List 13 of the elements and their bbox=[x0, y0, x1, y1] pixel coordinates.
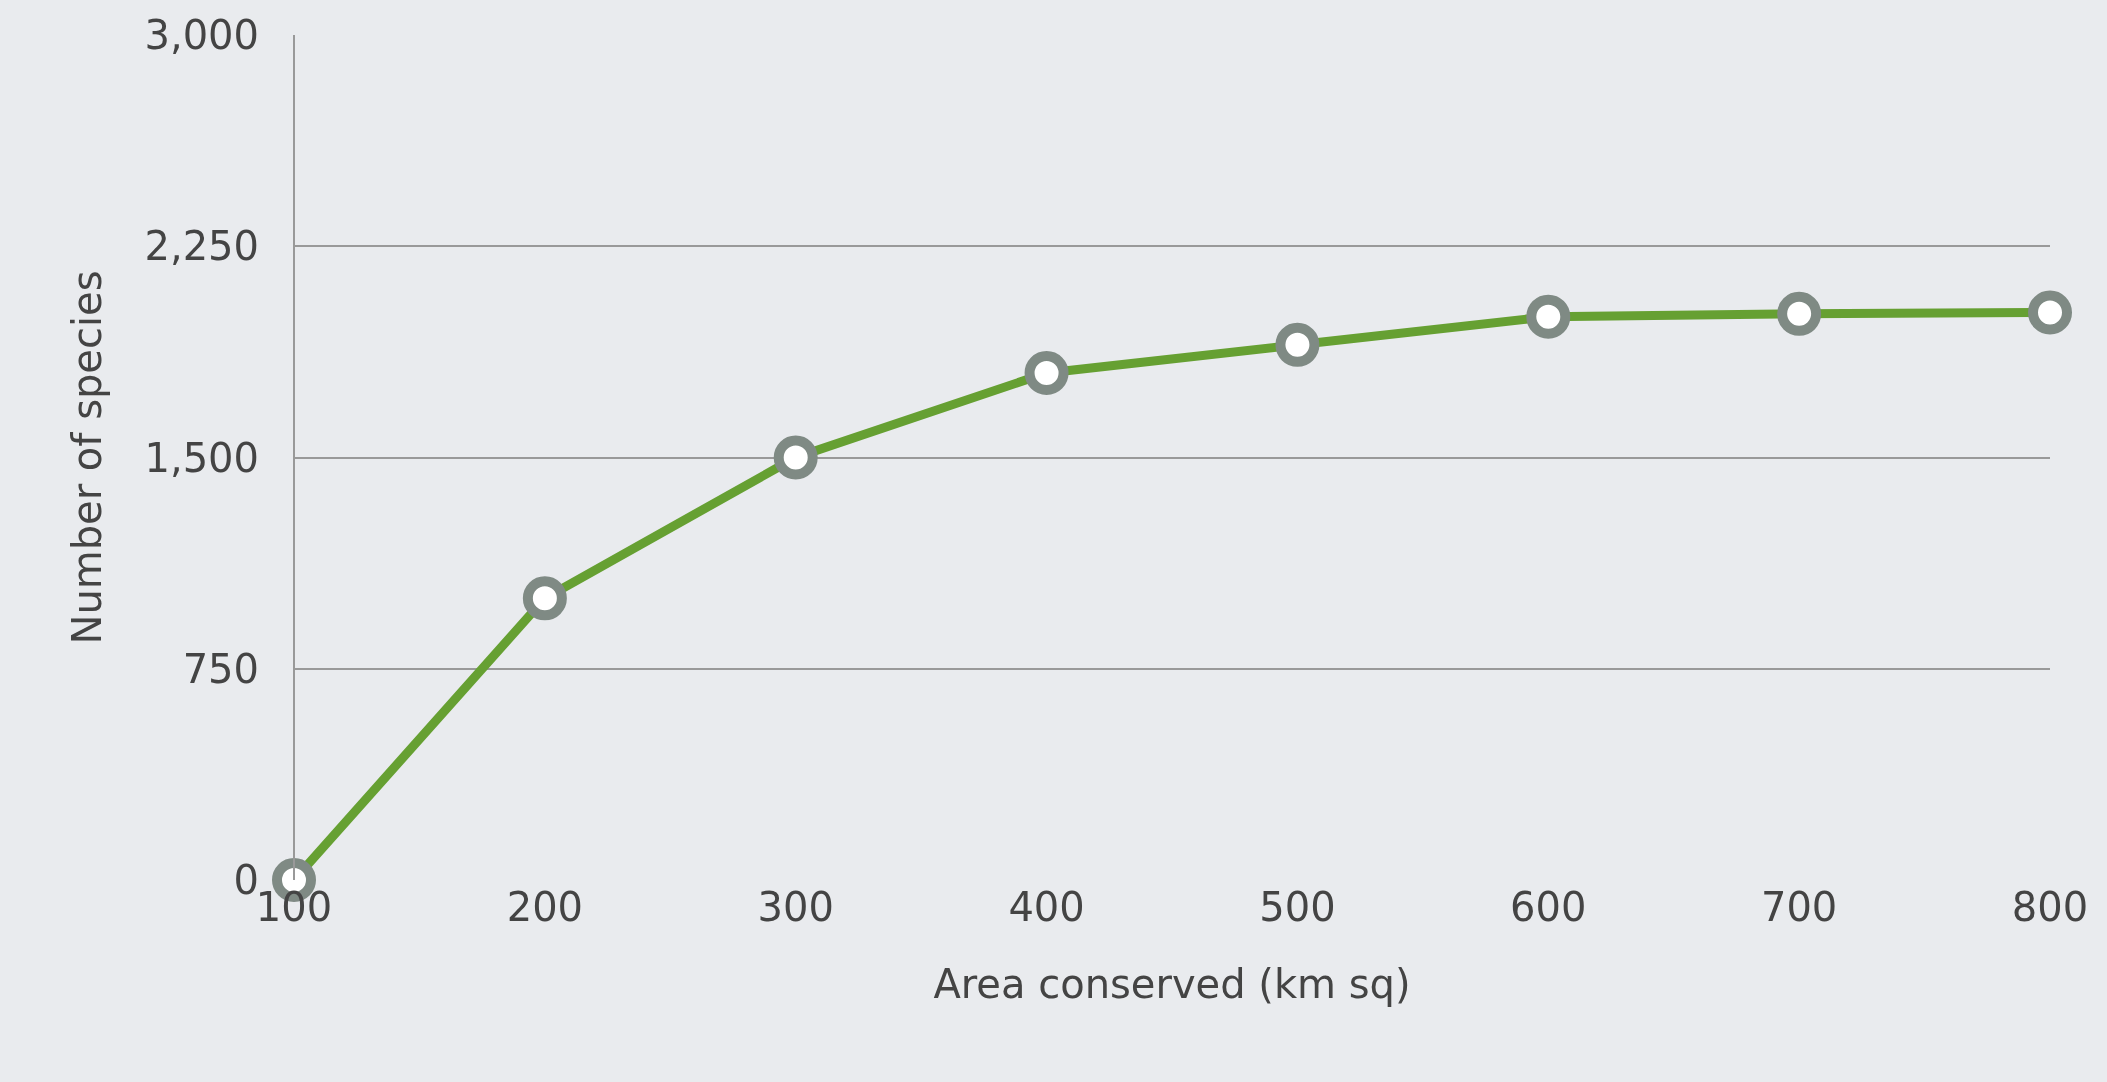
x-tick-label: 200 bbox=[506, 884, 584, 930]
x-tick-label: 600 bbox=[1510, 884, 1587, 930]
y-tick-label: 2,250 bbox=[144, 223, 259, 270]
y-axis-title: Number of species bbox=[63, 270, 110, 645]
x-tick-label: 400 bbox=[1008, 884, 1085, 930]
y-tick-label: 3,000 bbox=[144, 12, 259, 58]
x-tick-label: 800 bbox=[2011, 884, 2089, 930]
y-tick-label: 750 bbox=[182, 645, 259, 692]
x-tick-label: 500 bbox=[1259, 884, 1336, 930]
x-axis-title: Area conserved (km sq) bbox=[933, 960, 1411, 1007]
y-tick-label: 1,500 bbox=[144, 434, 259, 481]
x-tick-label: 300 bbox=[757, 884, 834, 930]
x-tick-label: 700 bbox=[1760, 884, 1838, 930]
